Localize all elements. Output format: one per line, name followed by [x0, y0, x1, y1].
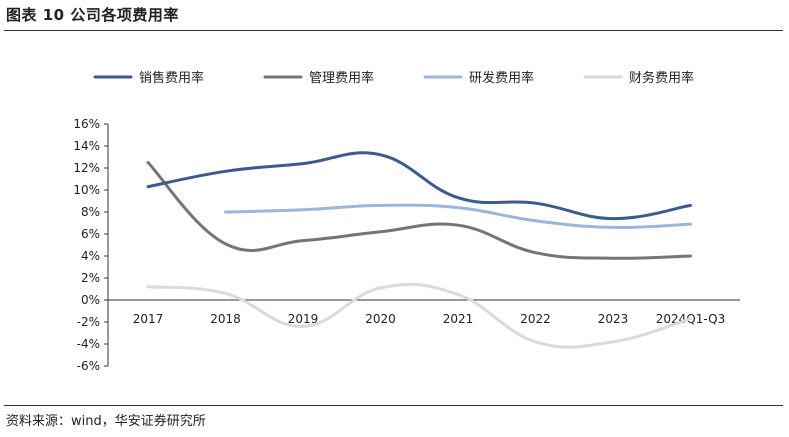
legend-label: 财务费用率: [629, 70, 694, 86]
x-tick-label: 2017: [133, 312, 164, 326]
y-tick-label: -2%: [77, 315, 100, 329]
legend: 销售费用率 管理费用率 研发费用率 财务费用率: [93, 70, 694, 86]
series-line-3: [224, 203, 692, 229]
y-tick-label: 8%: [81, 205, 100, 219]
series-line-1: [146, 151, 692, 221]
chart-title: 图表 10 公司各项费用率: [6, 6, 179, 24]
x-tick-label: 2020: [365, 312, 396, 326]
series-lines: [146, 151, 692, 349]
legend-label: 销售费用率: [139, 70, 204, 86]
y-tick-label: 0%: [81, 293, 100, 307]
bottom-divider: [4, 405, 783, 406]
x-axis: 2017 2018 2019 2020 2021 2022 2023 2024Q1-Q3: [108, 299, 740, 326]
y-tick-label: 10%: [73, 183, 100, 197]
y-tick-label: -6%: [77, 359, 100, 373]
legend-label: 管理费用率: [309, 70, 374, 86]
y-tick-label: 4%: [81, 249, 100, 263]
source-note: 资料来源：wind，华安证券研究所: [6, 414, 206, 429]
series-line-2: [146, 161, 692, 260]
series-line-4: [146, 282, 692, 349]
x-tick-label: 2023: [598, 312, 629, 326]
y-tick-label: -4%: [77, 337, 100, 351]
y-tick-label: 6%: [81, 227, 100, 241]
top-divider: [4, 30, 783, 31]
x-tick-label: 2021: [443, 312, 474, 326]
y-tick-label: 12%: [73, 161, 100, 175]
x-tick-label: 2019: [288, 312, 319, 326]
y-tick-label: 2%: [81, 271, 100, 285]
y-axis: -6% -4% -2% 0% 2% 4% 6% 8% 10% 12% 14% 16%: [73, 117, 109, 373]
y-tick-label: 14%: [73, 139, 100, 153]
legend-label: 研发费用率: [469, 70, 534, 86]
x-tick-label: 2022: [520, 312, 551, 326]
x-tick-label: 2018: [210, 312, 241, 326]
y-tick-label: 16%: [73, 117, 100, 131]
